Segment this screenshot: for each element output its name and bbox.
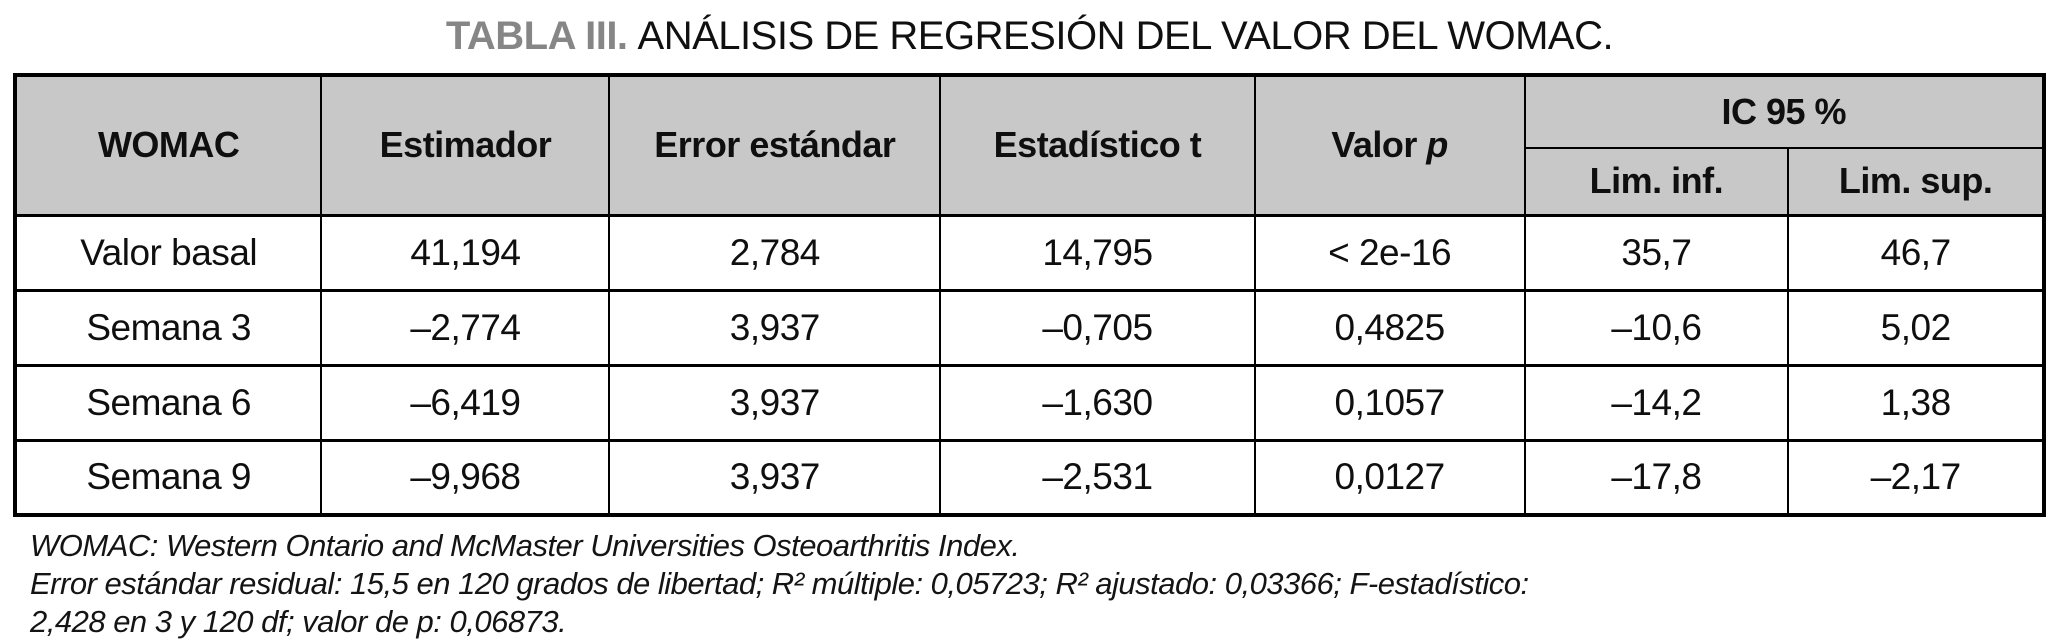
footnote-model-stats-line2: 2,428 en 3 y 120 df; valor de p: 0,06873…: [30, 604, 567, 639]
regression-table: WOMAC Estimador Error estándar Estadísti…: [13, 73, 2046, 517]
cell-lim-sup: 46,7: [1787, 213, 2045, 292]
p-value-prefix: Valor: [1331, 124, 1417, 166]
table-row-valor-basal: Valor basal 41,194 2,784 14,795 < 2e-16 …: [13, 213, 2045, 292]
cell-t-statistic: –0,705: [939, 288, 1256, 367]
table-title-text: ANÁLISIS DE REGRESIÓN DEL VALOR DEL WOMA…: [637, 14, 1614, 58]
cell-std-error: 3,937: [608, 438, 942, 517]
col-header-p-value: Valor p: [1253, 74, 1526, 216]
header-row-top: WOMAC Estimador Error estándar Estadísti…: [13, 74, 2046, 216]
cell-std-error: 2,784: [608, 213, 942, 292]
row-label: Semana 3: [13, 288, 323, 367]
col-header-std-error: Error estándar: [608, 74, 942, 216]
footnote-model-stats-line1: Error estándar residual: 15,5 en 120 gra…: [30, 566, 1529, 601]
cell-p-value: 0,4825: [1253, 288, 1526, 367]
col-header-womac: WOMAC: [13, 74, 323, 216]
cell-lim-inf: –17,8: [1523, 438, 1790, 517]
col-header-estimator: Estimador: [320, 74, 611, 216]
cell-estimator: –9,968: [320, 438, 611, 517]
cell-lim-inf: –10,6: [1523, 288, 1790, 367]
page-title: TABLA III. ANÁLISIS DE REGRESIÓN DEL VALO…: [0, 0, 2059, 59]
col-header-lim-inf: Lim. inf.: [1523, 147, 1790, 217]
cell-p-value: 0,1057: [1253, 363, 1526, 442]
cell-estimator: –2,774: [320, 288, 611, 367]
cell-lim-sup: –2,17: [1787, 438, 2045, 517]
row-label: Valor basal: [13, 213, 323, 292]
header-row-sub: Lim. inf. Lim. sup.: [15, 147, 2045, 217]
cell-t-statistic: –1,630: [939, 363, 1256, 442]
cell-estimator: 41,194: [320, 213, 611, 292]
p-value-symbol: p: [1426, 124, 1448, 166]
cell-lim-inf: –14,2: [1523, 363, 1790, 442]
cell-lim-sup: 5,02: [1787, 288, 2045, 367]
cell-lim-sup: 1,38: [1787, 363, 2045, 442]
cell-lim-inf: 35,7: [1523, 213, 1790, 292]
col-header-ic95: IC 95 %: [1523, 74, 2046, 149]
table-number-label: TABLA III.: [445, 14, 628, 58]
footnote-womac-definition: WOMAC: Western Ontario and McMaster Univ…: [30, 528, 1020, 563]
row-label: Semana 6: [13, 363, 323, 442]
table-header: WOMAC Estimador Error estándar Estadísti…: [13, 74, 2046, 217]
table-row-semana-9: Semana 9 –9,968 3,937 –2,531 0,0127 –17,…: [13, 438, 2045, 517]
cell-std-error: 3,937: [608, 363, 942, 442]
cell-t-statistic: –2,531: [939, 438, 1256, 517]
table-row-semana-6: Semana 6 –6,419 3,937 –1,630 0,1057 –14,…: [13, 363, 2045, 442]
table-body: Valor basal 41,194 2,784 14,795 < 2e-16 …: [13, 213, 2045, 517]
cell-p-value: 0,0127: [1253, 438, 1526, 517]
footnotes: WOMAC: Western Ontario and McMaster Univ…: [30, 527, 2059, 640]
cell-estimator: –6,419: [320, 363, 611, 442]
cell-t-statistic: 14,795: [939, 213, 1256, 292]
col-header-t-statistic: Estadístico t: [939, 74, 1256, 216]
cell-std-error: 3,937: [608, 288, 942, 367]
cell-p-value: < 2e-16: [1253, 213, 1526, 292]
col-header-lim-sup: Lim. sup.: [1787, 147, 2045, 217]
table-row-semana-3: Semana 3 –2,774 3,937 –0,705 0,4825 –10,…: [13, 288, 2045, 367]
row-label: Semana 9: [13, 438, 323, 517]
